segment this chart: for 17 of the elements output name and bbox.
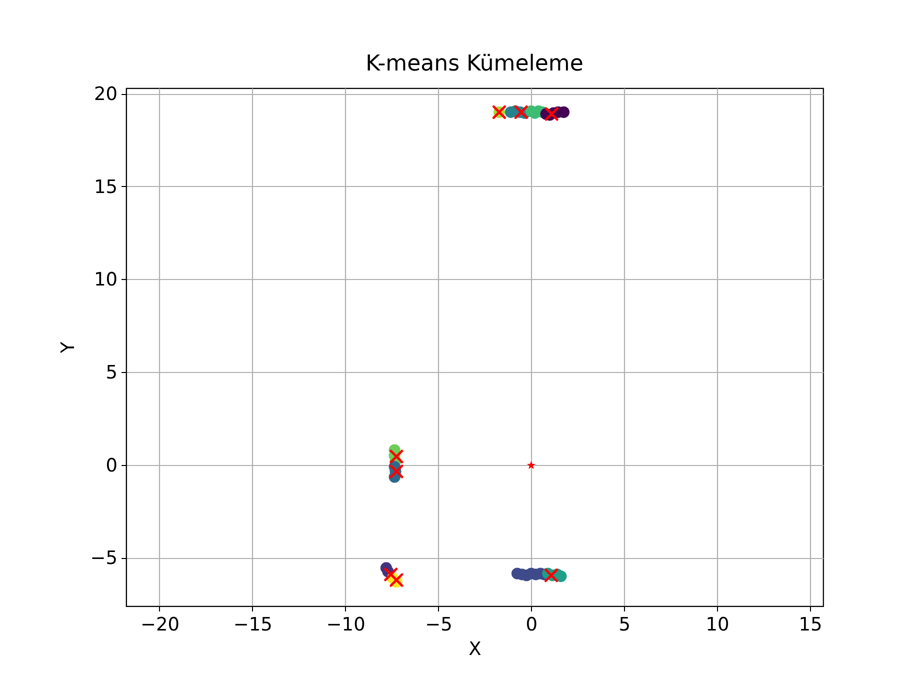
y-tick-label: 0 — [106, 455, 118, 476]
x-tick-label: 5 — [618, 614, 631, 636]
x-tick-label: −10 — [326, 614, 366, 636]
y-tick-label: 10 — [94, 270, 118, 291]
y-tick-label: −5 — [90, 548, 118, 570]
y-tick-label: 5 — [106, 362, 118, 384]
x-tick-label: 0 — [526, 614, 538, 636]
y-axis-title: Y — [58, 341, 80, 354]
x-tick-label: 15 — [798, 614, 822, 636]
x-tick-label: −15 — [233, 614, 272, 636]
x-tick-label: −5 — [425, 614, 452, 636]
x-tick-label: −20 — [140, 614, 180, 636]
chart-title: K-means Kümeleme — [366, 52, 584, 77]
y-tick-label: 20 — [94, 84, 118, 106]
x-tick-label: 10 — [706, 614, 730, 636]
x-axis-title: X — [468, 639, 482, 660]
y-tick-label: 15 — [94, 176, 118, 198]
